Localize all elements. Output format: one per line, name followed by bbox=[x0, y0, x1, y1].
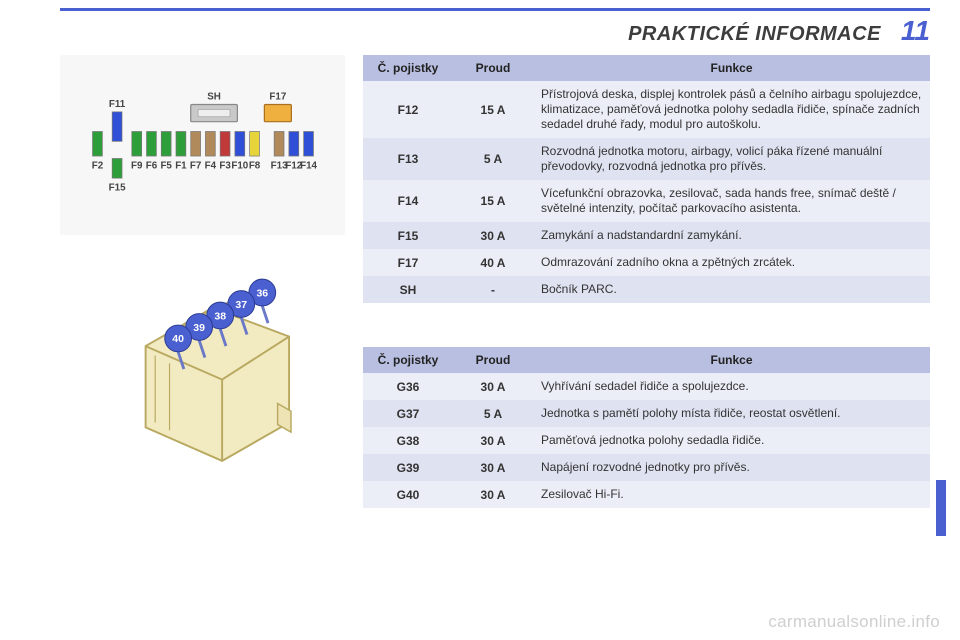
page-title: PRAKTICKÉ INFORMACE bbox=[628, 23, 881, 46]
f17-label: F17 bbox=[269, 92, 286, 103]
table-row: G3630 AVyhřívání sedadel řidiče a spoluj… bbox=[363, 373, 930, 400]
table-row: F135 ARozvodná jednotka motoru, airbagy,… bbox=[363, 138, 930, 180]
fuse-slot-row: F2F9F6F5F1F7F4F3F10F8F13F12F14 bbox=[91, 132, 317, 172]
cell-fuse: SH bbox=[363, 276, 453, 303]
cell-fuse: G37 bbox=[363, 400, 453, 427]
cell-function: Napájení rozvodné jednotky pro přívěs. bbox=[533, 454, 930, 481]
svg-text:F10: F10 bbox=[231, 160, 248, 171]
cell-function: Zamykání a nadstandardní zamykání. bbox=[533, 222, 930, 249]
table-row: SH-Bočník PARC. bbox=[363, 276, 930, 303]
svg-text:38: 38 bbox=[214, 310, 226, 322]
cell-fuse: F13 bbox=[363, 138, 453, 180]
cell-fuse: G38 bbox=[363, 427, 453, 454]
t2-col-fuse: Č. pojistky bbox=[363, 347, 453, 373]
cell-function: Paměťová jednotka polohy sedadla řidiče. bbox=[533, 427, 930, 454]
t1-col-current: Proud bbox=[453, 55, 533, 81]
cell-fuse: F14 bbox=[363, 180, 453, 222]
cell-current: 5 A bbox=[453, 138, 533, 180]
svg-text:F4: F4 bbox=[204, 160, 216, 171]
cell-current: 30 A bbox=[453, 373, 533, 400]
t2-col-current: Proud bbox=[453, 347, 533, 373]
table-row: G4030 AZesilovač Hi-Fi. bbox=[363, 481, 930, 508]
svg-text:F14: F14 bbox=[300, 160, 317, 171]
cell-function: Vyhřívání sedadel řidiče a spolujezdce. bbox=[533, 373, 930, 400]
table-row: G3930 ANapájení rozvodné jednotky pro př… bbox=[363, 454, 930, 481]
cell-fuse: F17 bbox=[363, 249, 453, 276]
header-rule bbox=[60, 8, 930, 11]
cell-function: Vícefunkční obrazovka, zesilovač, sada h… bbox=[533, 180, 930, 222]
cell-fuse: G40 bbox=[363, 481, 453, 508]
cell-fuse: G39 bbox=[363, 454, 453, 481]
t1-col-fuse: Č. pojistky bbox=[363, 55, 453, 81]
fuse-table-1: Č. pojistky Proud Funkce F1215 APřístroj… bbox=[363, 55, 930, 303]
cell-function: Bočník PARC. bbox=[533, 276, 930, 303]
svg-text:F15: F15 bbox=[108, 182, 125, 193]
table-row: G375 AJednotka s pamětí polohy místa řid… bbox=[363, 400, 930, 427]
table-row: F1740 AOdmrazování zadního okna a zpětný… bbox=[363, 249, 930, 276]
svg-text:F1: F1 bbox=[175, 160, 187, 171]
cell-current: 5 A bbox=[453, 400, 533, 427]
svg-text:F2: F2 bbox=[91, 160, 103, 171]
slot-f11: F11 bbox=[108, 99, 125, 141]
cell-function: Jednotka s pamětí polohy místa řidiče, r… bbox=[533, 400, 930, 427]
svg-text:F8: F8 bbox=[248, 160, 260, 171]
table-row: G3830 APaměťová jednotka polohy sedadla … bbox=[363, 427, 930, 454]
t1-col-function: Funkce bbox=[533, 55, 930, 81]
watermark: carmanualsonline.info bbox=[768, 612, 940, 632]
cell-current: 30 A bbox=[453, 427, 533, 454]
svg-text:37: 37 bbox=[235, 299, 247, 311]
svg-text:F3: F3 bbox=[219, 160, 231, 171]
cell-current: 15 A bbox=[453, 81, 533, 138]
cell-current: 30 A bbox=[453, 454, 533, 481]
header: PRAKTICKÉ INFORMACE 11 bbox=[60, 15, 930, 47]
svg-text:36: 36 bbox=[256, 287, 268, 299]
svg-text:40: 40 bbox=[172, 333, 184, 345]
svg-text:39: 39 bbox=[193, 322, 205, 334]
cell-function: Odmrazování zadního okna a zpětných zrcá… bbox=[533, 249, 930, 276]
table-row: F1415 AVícefunkční obrazovka, zesilovač,… bbox=[363, 180, 930, 222]
cell-fuse: F15 bbox=[363, 222, 453, 249]
table-row: F1530 AZamykání a nadstandardní zamykání… bbox=[363, 222, 930, 249]
svg-text:F11: F11 bbox=[108, 99, 125, 110]
cell-fuse: F12 bbox=[363, 81, 453, 138]
t2-col-function: Funkce bbox=[533, 347, 930, 373]
table-row: F1215 APřístrojová deska, displej kontro… bbox=[363, 81, 930, 138]
fuse-layout-figure: SH F17 F11 F2F9F6F5F1F7F4F3F10F8F13F12F1… bbox=[60, 55, 345, 235]
cell-current: 30 A bbox=[453, 222, 533, 249]
cell-current: 40 A bbox=[453, 249, 533, 276]
cell-current: 30 A bbox=[453, 481, 533, 508]
svg-text:F9: F9 bbox=[131, 160, 143, 171]
chapter-number: 11 bbox=[901, 15, 930, 47]
cell-fuse: G36 bbox=[363, 373, 453, 400]
svg-text:F5: F5 bbox=[160, 160, 172, 171]
connector-figure: 36 37 38 39 40 bbox=[60, 255, 345, 485]
fuse-table-2: Č. pojistky Proud Funkce G3630 AVyhříván… bbox=[363, 347, 930, 508]
cell-current: - bbox=[453, 276, 533, 303]
cell-function: Zesilovač Hi-Fi. bbox=[533, 481, 930, 508]
svg-text:F6: F6 bbox=[145, 160, 157, 171]
slot-f15: F15 bbox=[108, 159, 125, 194]
sh-label: SH bbox=[207, 92, 221, 103]
svg-text:F7: F7 bbox=[189, 160, 201, 171]
cell-function: Rozvodná jednotka motoru, airbagy, volic… bbox=[533, 138, 930, 180]
section-tab bbox=[936, 480, 946, 536]
cell-current: 15 A bbox=[453, 180, 533, 222]
cell-function: Přístrojová deska, displej kontrolek pás… bbox=[533, 81, 930, 138]
